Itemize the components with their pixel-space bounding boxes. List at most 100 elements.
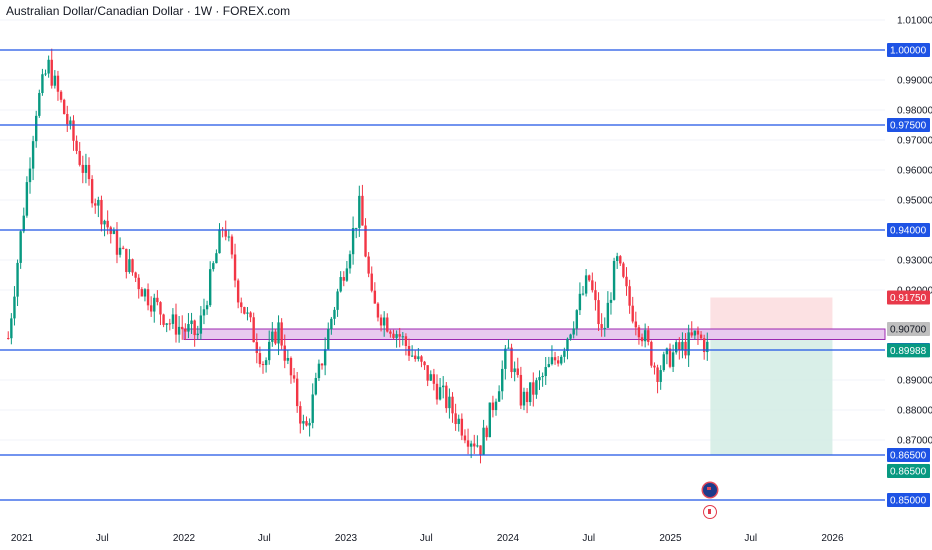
candle-body xyxy=(516,368,519,375)
zone-price-label: 0.90700 xyxy=(890,325,927,336)
australia-flag-icon[interactable] xyxy=(703,483,717,497)
candle-body xyxy=(426,365,429,381)
candle-body xyxy=(215,253,218,264)
candle-body xyxy=(28,168,32,183)
stop-price-label-bg xyxy=(887,290,930,305)
candle-body xyxy=(323,349,327,366)
candle-body xyxy=(199,315,203,334)
y-tick-label: 0.89000 xyxy=(897,376,932,387)
candle-body xyxy=(460,418,464,436)
candle-body xyxy=(376,303,380,318)
candle-body xyxy=(454,413,457,425)
candle-body xyxy=(342,277,345,281)
candle-body xyxy=(212,263,215,270)
candle-body xyxy=(681,341,684,350)
x-tick-label: 2021 xyxy=(11,533,34,544)
candle-body xyxy=(153,297,156,312)
candle-body xyxy=(184,329,187,332)
candle-body xyxy=(656,367,659,382)
candle-body xyxy=(22,215,25,232)
candle-body xyxy=(609,299,613,303)
candle-body xyxy=(236,280,240,303)
candle-body xyxy=(84,164,88,173)
candle-body xyxy=(252,317,255,343)
candle-body xyxy=(429,374,432,381)
target-price-label-bg xyxy=(887,464,930,478)
candle-body xyxy=(507,347,510,349)
candle-body xyxy=(466,440,470,447)
candle-body xyxy=(134,272,137,278)
candle-body xyxy=(149,305,153,312)
candle-body xyxy=(143,289,147,297)
candle-body xyxy=(193,320,196,336)
candle-body xyxy=(392,333,395,338)
candle-body xyxy=(190,320,193,325)
candle-body xyxy=(280,322,283,346)
candle-body xyxy=(631,305,634,322)
candle-body xyxy=(637,327,641,338)
candle-body xyxy=(16,262,19,297)
candle-body xyxy=(218,229,221,254)
candle-body xyxy=(224,229,227,237)
canada-flag-icon[interactable] xyxy=(703,505,717,519)
candle-body xyxy=(81,164,85,173)
candle-body xyxy=(168,323,171,325)
candle-body xyxy=(355,227,358,229)
candle-body xyxy=(600,324,603,329)
candle-body xyxy=(420,356,423,362)
candle-body xyxy=(662,354,665,371)
candle-body xyxy=(665,348,669,355)
candle-body xyxy=(19,231,22,263)
candle-body xyxy=(578,293,582,311)
candle-body xyxy=(38,93,41,116)
candle-body xyxy=(69,120,72,125)
candle-body xyxy=(125,248,128,273)
candle-body xyxy=(25,182,29,216)
candle-body xyxy=(159,302,162,315)
candle-body xyxy=(348,254,352,269)
candle-body xyxy=(100,199,103,225)
x-tick-label: Jul xyxy=(96,533,109,544)
candle-body xyxy=(165,323,168,325)
candle-body xyxy=(634,321,638,328)
candle-body xyxy=(255,342,258,354)
candle-body xyxy=(66,113,69,125)
candle-body xyxy=(448,396,451,409)
candle-body xyxy=(87,164,91,180)
candle-body xyxy=(181,326,184,330)
candle-body xyxy=(497,391,501,402)
candle-body xyxy=(358,195,361,228)
candle-body xyxy=(13,296,16,319)
candle-body xyxy=(196,333,199,336)
x-tick-label: 2022 xyxy=(173,533,196,544)
level-price-label: 0.85000 xyxy=(890,496,927,507)
candle-body xyxy=(264,360,268,366)
level-price-label-bg xyxy=(887,118,930,132)
x-tick-label: 2026 xyxy=(821,533,844,544)
candle-body xyxy=(547,364,551,368)
candle-body xyxy=(59,91,63,100)
candle-body xyxy=(364,225,367,257)
candle-body xyxy=(35,115,38,142)
candle-body xyxy=(597,300,600,325)
candle-body xyxy=(305,421,308,426)
candle-body xyxy=(584,275,588,294)
candle-body xyxy=(519,374,523,406)
candle-body xyxy=(72,120,75,141)
candle-body xyxy=(563,351,566,357)
take-profit-zone xyxy=(710,329,833,455)
candle-body xyxy=(678,342,681,350)
candle-body xyxy=(333,309,336,319)
y-tick-label: 0.93000 xyxy=(897,256,932,267)
candle-body xyxy=(373,290,377,304)
candle-body xyxy=(451,396,454,414)
candle-body xyxy=(320,363,324,366)
candle-body xyxy=(417,356,420,360)
candle-body xyxy=(268,341,271,361)
y-tick-label: 0.99000 xyxy=(897,76,932,87)
candle-body xyxy=(553,357,557,361)
candle-body xyxy=(174,314,178,335)
candle-body xyxy=(479,445,482,455)
candle-body xyxy=(118,247,122,255)
